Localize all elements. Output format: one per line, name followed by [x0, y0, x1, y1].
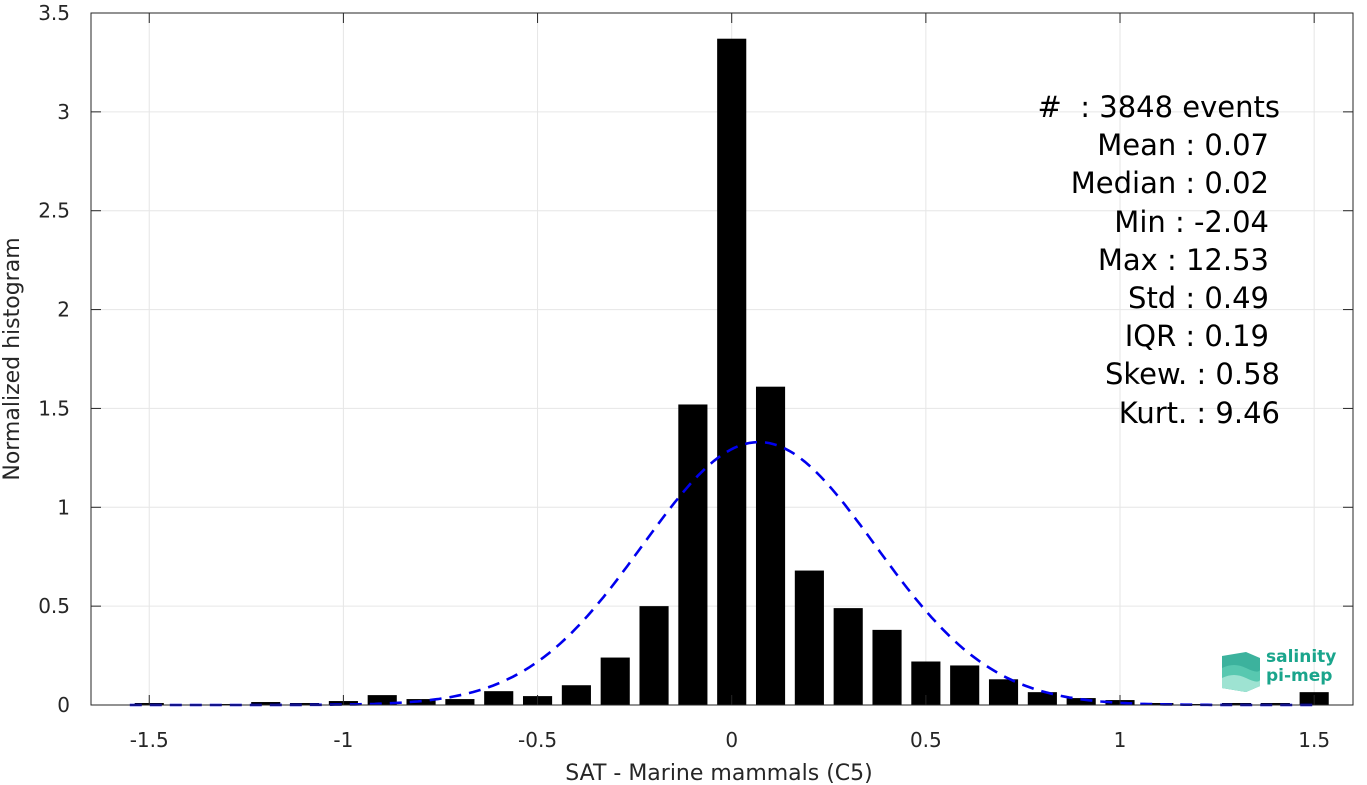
x-tick-label: 0 [725, 728, 738, 752]
x-tick-label: 0.5 [910, 728, 942, 752]
y-tick-label: 1 [57, 495, 70, 519]
histogram-bar [678, 404, 708, 705]
histogram-bar [561, 685, 591, 705]
stat-mean: Mean : 0.07 [1097, 128, 1269, 163]
plot-frame [90, 12, 1354, 706]
stat-kurt: Kurt. : 9.46 [1118, 395, 1280, 430]
histogram-bar [1066, 698, 1096, 705]
y-tick-label: 1.5 [38, 396, 70, 420]
y-tick-label: 0 [57, 693, 70, 717]
histogram-bar [600, 657, 630, 705]
x-tick-label: 1.5 [1298, 728, 1330, 752]
y-tick-label: 2.5 [38, 199, 70, 223]
x-tick-labels: -1.5 -1 -0.5 0 0.5 1 1.5 [130, 728, 1330, 752]
stat-std: Std : 0.49 [1128, 281, 1269, 316]
stats-box: # : 3848 events Mean : 0.07 Median : 0.0… [940, 88, 1280, 432]
histogram-bar [251, 702, 281, 705]
histogram-bar [445, 699, 475, 705]
histogram-bar [988, 679, 1019, 705]
x-tick-label: -1 [333, 728, 353, 752]
stat-max: Max : 12.53 [1097, 242, 1269, 277]
x-tick-label: -1.5 [130, 728, 169, 752]
histogram-bar [1027, 692, 1057, 705]
x-tick-label: 1 [1114, 728, 1127, 752]
histogram-bar [1260, 703, 1290, 705]
y-tick-label: 3 [57, 100, 70, 124]
histogram-bar [794, 570, 824, 705]
histogram-bar [484, 691, 514, 705]
y-tick-label: 3.5 [38, 1, 70, 25]
stat-skew: Skew. : 0.58 [1104, 357, 1280, 392]
y-tick-labels: 0 0.5 1 1.5 2 2.5 3 3.5 [38, 1, 70, 717]
histogram-bar [1221, 703, 1252, 705]
stat-median: Median : 0.02 [1070, 166, 1269, 201]
logo-text-line2: pi-mep [1266, 666, 1333, 686]
x-tick-label: -0.5 [518, 728, 557, 752]
histogram-bar [872, 629, 902, 705]
logo-icon [1222, 652, 1260, 692]
y-tick-label: 2 [57, 298, 70, 322]
histogram-bar [639, 606, 669, 705]
bars [134, 38, 1329, 705]
salinity-pimep-logo: salinity pi-mep [1216, 646, 1346, 696]
histogram-bar [833, 608, 863, 705]
y-tick-label: 0.5 [38, 594, 70, 618]
axes-frame [90, 12, 1354, 706]
stat-count: # : 3848 events [1037, 90, 1280, 124]
histogram-bar [1144, 703, 1174, 705]
histogram-bar [717, 38, 747, 705]
histogram-bar [367, 695, 397, 705]
y-axis-label: Normalized histogram [0, 237, 25, 480]
x-axis-label: SAT - Marine mammals (C5) [565, 761, 873, 785]
histogram-bar [755, 386, 786, 705]
logo-text-line1: salinity [1266, 647, 1337, 667]
stat-iqr: IQR : 0.19 [1124, 319, 1269, 354]
histogram-bar [290, 703, 320, 705]
histogram-bar [950, 665, 980, 705]
stat-min: Min : -2.04 [1114, 204, 1269, 239]
